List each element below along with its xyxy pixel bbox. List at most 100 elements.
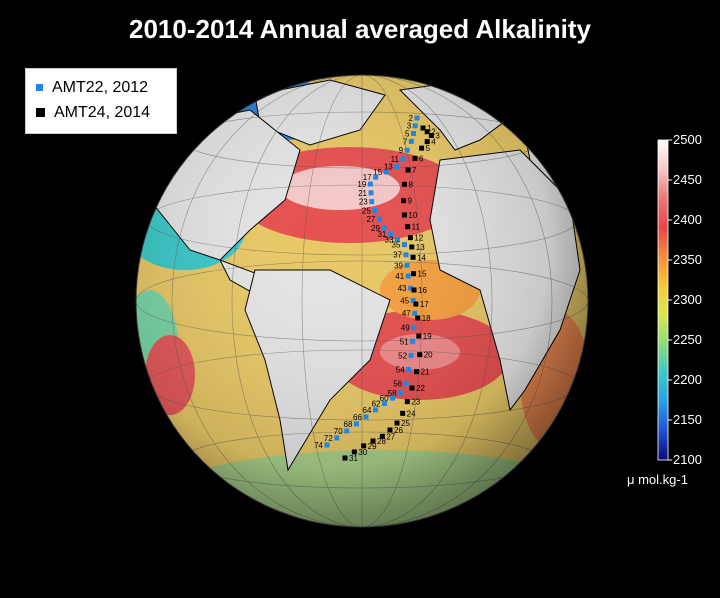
station-marker bbox=[405, 224, 411, 230]
legend-swatch-amt24 bbox=[36, 108, 45, 118]
station-label: 21 bbox=[358, 189, 367, 198]
station-label: 15 bbox=[418, 270, 427, 279]
station-label: 35 bbox=[392, 241, 401, 250]
station-label: 66 bbox=[353, 413, 362, 422]
colorbar-tick-label: 2250 bbox=[673, 332, 702, 347]
station-label: 14 bbox=[417, 253, 426, 262]
globe-outline bbox=[135, 74, 589, 528]
station-label: 16 bbox=[418, 286, 427, 295]
station-label: 9 bbox=[408, 197, 413, 206]
station-label: 70 bbox=[334, 427, 343, 436]
station-marker bbox=[401, 198, 407, 204]
station-label: 17 bbox=[420, 300, 429, 309]
station-label: 7 bbox=[403, 137, 408, 146]
station-label: 41 bbox=[395, 272, 404, 281]
station-marker bbox=[410, 130, 416, 136]
station-label: 45 bbox=[400, 297, 409, 306]
station-marker bbox=[407, 235, 413, 241]
station-label: 7 bbox=[412, 166, 417, 175]
station-label: 28 bbox=[377, 437, 386, 446]
station-marker bbox=[416, 333, 422, 339]
globe-shading bbox=[136, 75, 588, 527]
station-marker bbox=[381, 400, 387, 406]
station-marker bbox=[410, 338, 416, 344]
station-label: 27 bbox=[366, 215, 375, 224]
station-label: 49 bbox=[401, 323, 410, 332]
station-label: 39 bbox=[394, 261, 403, 270]
station-marker bbox=[394, 420, 400, 426]
legend-label-amt22: AMT22, 2012 bbox=[52, 79, 149, 96]
station-label: 4 bbox=[431, 138, 436, 147]
station-marker bbox=[342, 455, 348, 461]
station-marker bbox=[400, 410, 406, 416]
station-marker bbox=[404, 262, 410, 268]
station-marker bbox=[411, 287, 417, 293]
station-label: 12 bbox=[414, 234, 423, 243]
colorbar-tick-label: 2100 bbox=[673, 452, 702, 467]
station-marker bbox=[420, 125, 426, 131]
station-marker bbox=[414, 369, 420, 375]
station-label: 26 bbox=[394, 426, 403, 435]
colorbar-tick-label: 2200 bbox=[673, 372, 702, 387]
colorbar-tick-label: 2400 bbox=[673, 212, 702, 227]
station-label: 8 bbox=[408, 180, 413, 189]
station-label: 1 bbox=[427, 124, 432, 133]
station-label: 54 bbox=[396, 365, 405, 374]
station-label: 25 bbox=[362, 206, 371, 215]
station-marker bbox=[379, 433, 385, 439]
station-label: 31 bbox=[349, 454, 358, 463]
station-label: 19 bbox=[357, 180, 366, 189]
station-marker bbox=[414, 115, 420, 121]
station-marker bbox=[410, 298, 416, 304]
station-marker bbox=[372, 407, 378, 413]
station-marker bbox=[372, 207, 378, 213]
station-marker bbox=[373, 174, 379, 180]
station-label: 5 bbox=[426, 144, 431, 153]
colorbar bbox=[657, 139, 669, 461]
station-label: 29 bbox=[368, 442, 377, 451]
station-marker bbox=[405, 273, 411, 279]
station-marker bbox=[419, 145, 425, 151]
station-marker bbox=[408, 285, 414, 291]
legend-swatch-amt22 bbox=[36, 84, 43, 92]
station-marker bbox=[411, 271, 417, 277]
station-label: 25 bbox=[401, 419, 410, 428]
station-marker bbox=[361, 443, 367, 449]
station-label: 64 bbox=[363, 406, 372, 415]
station-marker bbox=[351, 449, 357, 455]
station-label: 43 bbox=[398, 284, 407, 293]
station-label: 2 bbox=[431, 128, 436, 137]
station-marker bbox=[369, 199, 375, 205]
station-marker bbox=[412, 123, 418, 129]
station-marker bbox=[368, 190, 374, 196]
station-marker bbox=[406, 366, 412, 372]
station-marker bbox=[387, 231, 393, 237]
station-label: 13 bbox=[416, 243, 425, 252]
amt24-track: 1 2 34567891011121314151617181920212223242… bbox=[342, 124, 440, 463]
station-marker bbox=[367, 181, 373, 187]
station-marker bbox=[324, 442, 330, 448]
colorbar-tick-label: 2450 bbox=[673, 172, 702, 187]
station-label: 19 bbox=[423, 332, 432, 341]
station-marker bbox=[424, 129, 430, 135]
station-label: 22 bbox=[416, 384, 425, 393]
station-label: 17 bbox=[363, 173, 372, 182]
chart-title: 2010-2014 Annual averaged Alkalinity bbox=[129, 14, 591, 44]
station-label: 74 bbox=[314, 441, 323, 450]
station-marker bbox=[401, 242, 407, 248]
legend-item-amt24: AMT24, 2014 bbox=[36, 104, 150, 122]
station-label: 11 bbox=[412, 223, 421, 232]
station-label: 21 bbox=[421, 368, 430, 377]
legend: AMT22, 2012 AMT24, 2014 bbox=[25, 68, 177, 134]
station-label: 60 bbox=[380, 394, 389, 403]
station-marker bbox=[383, 169, 389, 175]
station-marker bbox=[401, 212, 407, 218]
station-marker bbox=[409, 385, 415, 391]
station-label: 72 bbox=[324, 434, 333, 443]
station-label: 23 bbox=[411, 398, 420, 407]
station-label: 33 bbox=[385, 235, 394, 244]
station-marker bbox=[370, 438, 376, 444]
station-marker bbox=[404, 399, 410, 405]
station-marker bbox=[409, 244, 415, 250]
